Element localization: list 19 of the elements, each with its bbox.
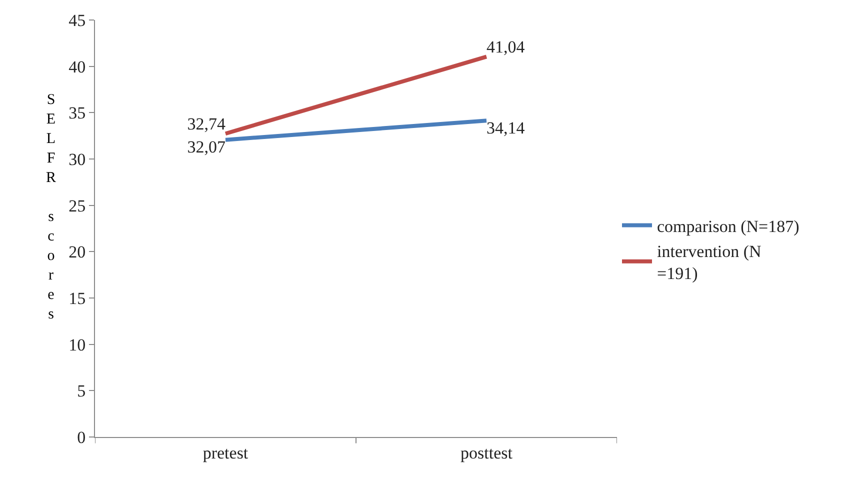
- y-tick-label: 40: [68, 57, 86, 76]
- y-tick-label: 25: [68, 196, 86, 216]
- y-tick-label: 15: [68, 288, 86, 308]
- data-label: 41,04: [486, 37, 526, 56]
- data-label: 32,07: [187, 138, 226, 157]
- x-tick-label: pretest: [202, 443, 248, 462]
- y-tick-label: 35: [68, 104, 86, 123]
- y-tick-label: 30: [68, 150, 86, 169]
- legend-label: intervention (N =191): [657, 242, 762, 284]
- y-tick-label: 5: [77, 382, 86, 401]
- y-tick-label: 10: [68, 335, 86, 354]
- x-tick-label: posttest: [460, 443, 513, 462]
- data-label: 34,14: [486, 118, 526, 138]
- text: SELFR scores: [46, 92, 56, 322]
- data-label: 32,74: [187, 114, 226, 134]
- legend-label: comparison (N=187): [657, 216, 800, 236]
- y-tick-label: 45: [68, 10, 86, 30]
- y-tick-label: 20: [68, 242, 86, 262]
- y-tick-label: 0: [77, 428, 86, 447]
